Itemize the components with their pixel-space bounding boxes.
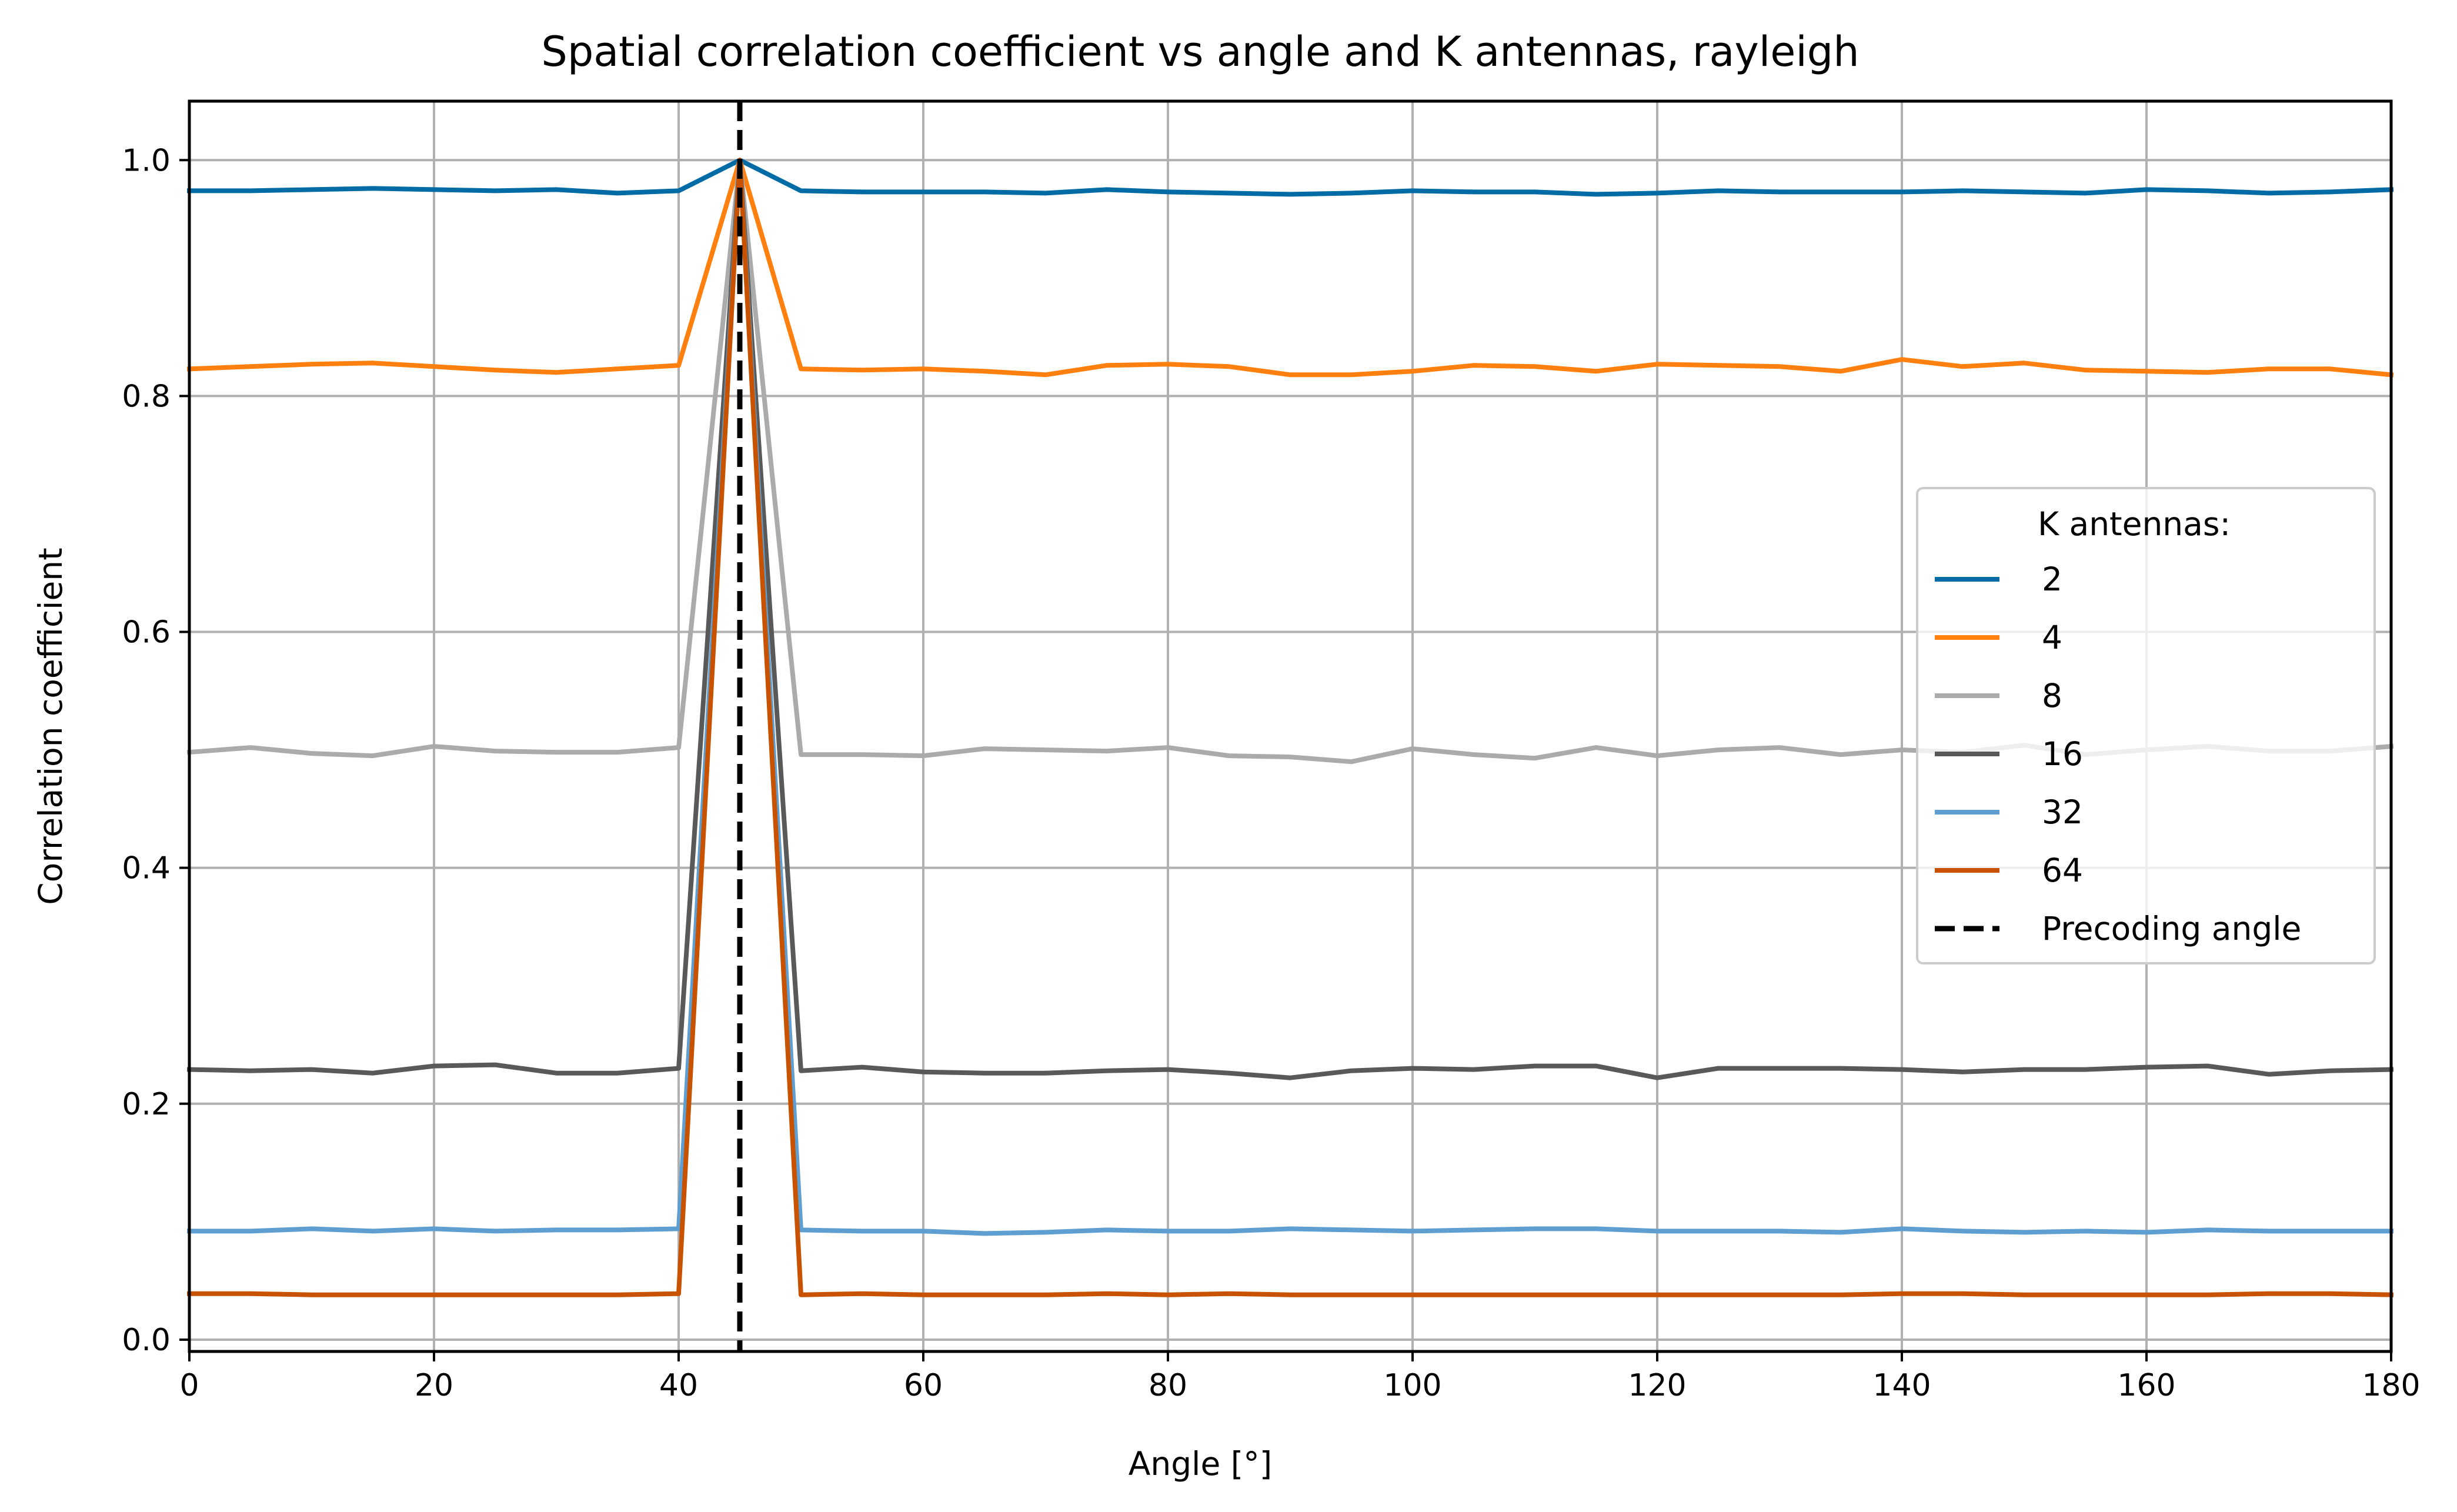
- legend-box: [1916, 487, 2376, 964]
- legend: K antennas: 2 4 8 16 32 64 Precoding angle: [1916, 487, 2376, 964]
- y-tick-label: 0.4: [122, 851, 171, 886]
- x-tick-label: 80: [1149, 1368, 1187, 1403]
- series-line-k-64: [187, 158, 2394, 1297]
- y-tick-label: 1.0: [122, 143, 171, 178]
- x-tick-label: 60: [904, 1368, 943, 1403]
- legend-label-k-4: 4: [2042, 619, 2062, 656]
- series-line-k-2: [187, 158, 2394, 197]
- x-tick-label: 140: [1872, 1368, 1931, 1403]
- x-tick-label: 180: [2362, 1368, 2420, 1403]
- axis-ticks: 0 20 40 60 80 100 120 140 160 180 0.0 0.2 0.4 0.6 0.8 1…: [122, 143, 2420, 1403]
- y-tick-label: 0.8: [122, 379, 171, 414]
- legend-entries: 2 4 8 16 32 64 Precoding angle: [1935, 560, 2301, 947]
- plot-area-frame: [188, 99, 2393, 1353]
- x-tick-label: 120: [1628, 1368, 1686, 1403]
- x-tick-label: 20: [415, 1368, 453, 1403]
- y-tick-label: 0.6: [122, 615, 171, 650]
- legend-label-k-64: 64: [2042, 852, 2083, 889]
- x-axis-label: Angle [°]: [1129, 1445, 1272, 1483]
- legend-label-k-32: 32: [2042, 793, 2083, 831]
- legend-label-k-2: 2: [2042, 560, 2062, 598]
- y-tick-label: 0.0: [122, 1323, 171, 1358]
- series-line-k-4: [186, 158, 2394, 378]
- chart-title: Spatial correlation coefficient vs angle…: [541, 28, 1859, 76]
- y-tick-label: 0.2: [122, 1087, 171, 1122]
- series-line-k-32: [187, 158, 2393, 1236]
- x-tick-label: 40: [659, 1368, 698, 1403]
- y-axis-label: Correlation coefficient: [32, 548, 69, 904]
- legend-label-k-16: 16: [2042, 735, 2083, 773]
- x-tick-label: 0: [179, 1368, 199, 1403]
- legend-title: K antennas:: [2038, 505, 2231, 543]
- series-line-k-16: [186, 158, 2394, 1080]
- x-tick-label: 100: [1383, 1368, 1441, 1403]
- legend-label-k-8: 8: [2042, 677, 2062, 715]
- x-tick-label: 160: [2117, 1368, 2175, 1403]
- legend-label-precoding-angle: Precoding angle: [2042, 910, 2301, 947]
